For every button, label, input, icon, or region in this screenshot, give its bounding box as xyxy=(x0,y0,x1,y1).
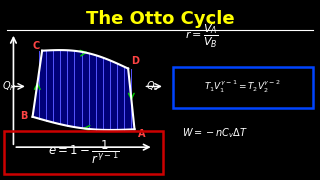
Text: A: A xyxy=(138,129,145,139)
Text: $Q_c$: $Q_c$ xyxy=(146,80,159,93)
Text: $e = 1 - \dfrac{1}{r^{\gamma-1}}$: $e = 1 - \dfrac{1}{r^{\gamma-1}}$ xyxy=(48,138,119,166)
Bar xyxy=(173,67,313,108)
Text: $Q_H$: $Q_H$ xyxy=(2,80,17,93)
Text: C: C xyxy=(33,41,40,51)
Bar xyxy=(4,131,163,174)
Polygon shape xyxy=(33,50,134,130)
Text: B: B xyxy=(20,111,27,121)
Text: D: D xyxy=(131,56,139,66)
Text: The Otto Cycle: The Otto Cycle xyxy=(86,10,234,28)
Text: $T_1 V_1^{\gamma-1} = T_2 V_2^{\gamma-2}$: $T_1 V_1^{\gamma-1} = T_2 V_2^{\gamma-2}… xyxy=(204,79,281,95)
Text: $r = \dfrac{V_A}{V_B}$: $r = \dfrac{V_A}{V_B}$ xyxy=(186,23,219,50)
Text: $W = -nC_v\Delta T$: $W = -nC_v\Delta T$ xyxy=(182,126,248,140)
